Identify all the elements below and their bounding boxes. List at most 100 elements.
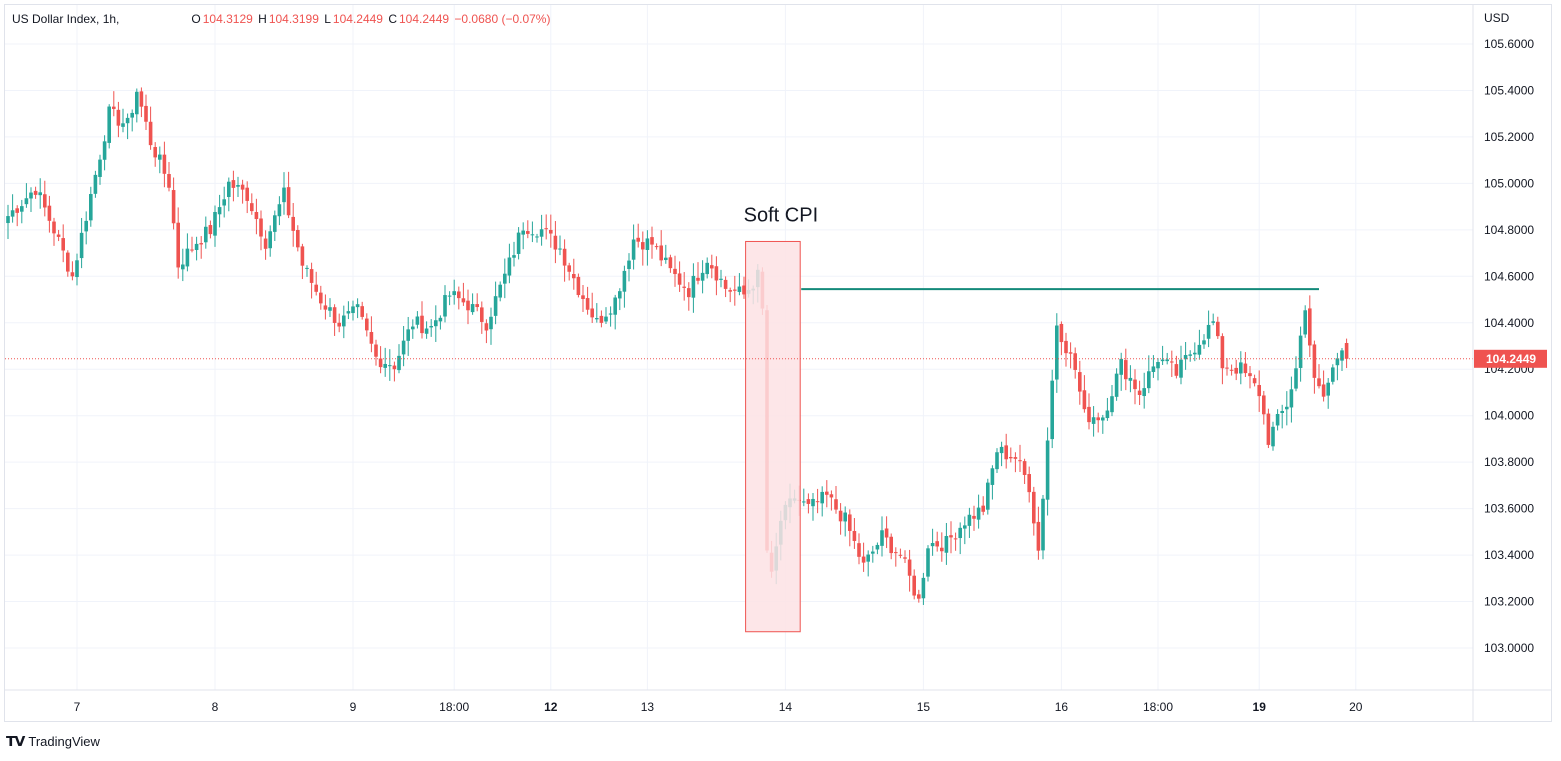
symbol-label: US Dollar Index, 1h, — [12, 12, 120, 26]
candle-body — [526, 231, 530, 234]
low-label: L — [324, 12, 331, 26]
candle-body — [664, 257, 668, 261]
candle-body — [204, 226, 208, 243]
candle-body — [535, 236, 539, 238]
candle-body — [369, 332, 374, 344]
candle-body — [227, 181, 231, 197]
candle-body — [866, 554, 870, 562]
candle-body — [843, 512, 847, 522]
candle-body — [972, 515, 976, 519]
candle-body — [70, 272, 75, 277]
candle-body — [944, 535, 949, 553]
candle-body — [309, 269, 314, 283]
candle-body — [254, 211, 259, 220]
candle-body — [1211, 321, 1215, 323]
time-tick-label: 9 — [350, 700, 357, 714]
candle-body — [374, 344, 378, 357]
candle-body — [466, 300, 470, 311]
candle-body — [1004, 445, 1008, 460]
candle-body — [66, 252, 70, 272]
price-tick-label: 103.2000 — [1484, 595, 1534, 609]
price-tick-label: 103.0000 — [1484, 641, 1534, 655]
candle-body — [1045, 440, 1050, 500]
candle-body — [291, 216, 295, 231]
candle-body — [958, 527, 962, 539]
candle-body — [691, 275, 696, 298]
candle-body — [328, 307, 332, 311]
candle-body — [599, 315, 604, 323]
candle-body — [411, 326, 415, 330]
candle-body — [1114, 373, 1119, 397]
candle-body — [277, 204, 282, 217]
candle-body — [590, 308, 594, 318]
candle-body — [871, 551, 875, 554]
close-value: 104.2449 — [399, 12, 450, 26]
candle-body — [521, 230, 525, 235]
change-value: −0.0680 (−0.07%) — [454, 12, 551, 26]
candle-body — [1133, 379, 1137, 390]
candle-body — [1344, 343, 1349, 359]
candle-body — [1068, 352, 1073, 354]
candle-body — [806, 499, 811, 504]
candle-body — [167, 174, 171, 188]
candle-body — [1119, 358, 1123, 375]
candle-body — [1340, 350, 1344, 361]
candle-body — [558, 248, 562, 250]
price-tick-label: 104.4000 — [1484, 316, 1534, 330]
candle-body — [1142, 388, 1146, 397]
candle-body — [668, 257, 673, 269]
candle-body — [687, 288, 691, 298]
candle-body — [337, 322, 341, 327]
candle-body — [530, 234, 535, 236]
candle-body — [820, 491, 824, 504]
candle-body — [1294, 368, 1298, 389]
tradingview-brand[interactable]: 𝗧𝗩 TradingView — [6, 733, 100, 750]
candle-body — [240, 184, 245, 190]
candle-body — [56, 234, 61, 237]
candle-body — [296, 230, 300, 248]
candle-body — [627, 260, 631, 270]
candle-body — [1183, 355, 1188, 360]
candle-body — [222, 199, 226, 206]
candle-body — [549, 229, 553, 234]
candle-body — [999, 446, 1004, 454]
candle-body — [1206, 324, 1211, 339]
candle-body — [512, 255, 516, 258]
chart-frame — [4, 4, 1552, 722]
candle-body — [135, 91, 139, 115]
candle-body — [300, 246, 305, 266]
low-value: 104.2449 — [332, 12, 383, 26]
candle-body — [6, 216, 10, 224]
candle-body — [894, 552, 898, 554]
candle-body — [875, 544, 880, 550]
candle-body — [484, 323, 489, 331]
candle-body — [884, 528, 889, 538]
candle-body — [1073, 353, 1077, 370]
price-axis: 105.6000 105.4000 105.2000 105.0000 104.8000… — [1472, 5, 1547, 721]
candle-body — [1101, 417, 1105, 421]
price-tick-label: 103.8000 — [1484, 455, 1534, 469]
candle-body — [217, 207, 222, 215]
last-price-badge — [1474, 349, 1547, 368]
candle-body — [176, 222, 180, 268]
candle-body — [838, 510, 843, 522]
candle-body — [236, 184, 240, 187]
time-tick-label: 18:00 — [1143, 700, 1173, 714]
candle-body — [1193, 352, 1197, 355]
candle-body — [121, 123, 125, 127]
candle-body — [631, 239, 636, 260]
candle-body — [700, 272, 705, 281]
candle-body — [489, 316, 493, 330]
candle-body — [332, 307, 337, 323]
candle-body — [1321, 384, 1326, 397]
candle-body — [1078, 372, 1082, 392]
candle-body — [604, 316, 608, 322]
candle-body — [305, 267, 309, 269]
candle-body — [829, 494, 834, 498]
candle-body — [1308, 308, 1312, 346]
candle-body — [1225, 367, 1229, 369]
candle-body — [645, 238, 650, 250]
candle-body — [544, 228, 548, 230]
candle-body — [130, 112, 134, 118]
